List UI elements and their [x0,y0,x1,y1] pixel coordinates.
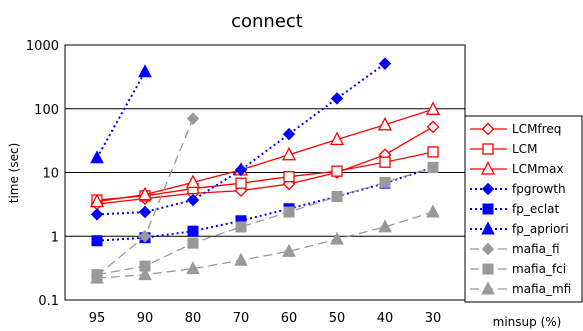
data-point [138,267,152,281]
data-point [331,165,343,177]
data-point [138,230,152,243]
data-point [329,131,345,146]
series-line [96,71,146,159]
data-point [235,221,247,233]
data-point [331,191,343,203]
data-point [426,120,440,134]
series-mafia_mfi [90,204,440,284]
data-point [427,146,439,158]
series-line [96,211,434,279]
x-tick-label: 60 [281,311,298,326]
legend-label: fpgrowth [512,182,566,196]
x-tick-label: 70 [233,311,250,326]
legend-marker [480,161,496,175]
x-tick-label: 30 [425,311,442,326]
legend-label: LCMmax [512,162,564,176]
data-point [282,243,296,257]
y-tick-label: 1000 [26,39,59,54]
legend-marker [481,281,495,295]
data-point [426,204,440,218]
x-tick-label: 80 [185,311,202,326]
data-point [138,64,152,78]
data-point [186,261,200,275]
chart-title: connect [231,11,303,32]
data-point [138,205,152,219]
x-tick-label: 95 [89,311,106,326]
data-point [379,156,391,168]
y-tick-label: 10 [42,167,59,182]
data-point [378,57,392,70]
x-axis-label: minsup (%) [493,315,562,329]
data-point [90,208,104,221]
series-fp_apriori [90,64,152,164]
series-line [96,166,434,276]
x-tick-label: 40 [377,311,394,326]
series-layer [89,57,441,284]
legend-entry: fpgrowth [470,182,566,196]
legend-label: LCMfreq [512,122,561,136]
data-point [234,163,248,177]
legend-marker [481,221,495,235]
data-point [281,146,297,161]
series-fpgrowth [90,57,392,221]
grid [65,44,465,301]
y-tick-label: 100 [34,103,59,118]
y-tick-label: 1 [51,230,59,245]
data-point [235,177,247,189]
legend-label: mafia_fi [512,242,560,256]
data-point [283,206,295,218]
data-point [90,150,104,164]
series-line [96,126,434,205]
series-LCM [91,146,439,206]
legend-marker [482,143,494,155]
data-point [137,186,153,201]
data-point [186,112,200,125]
legend: LCMfreq LCM LCMmax fpgrowth fp_eclat fp_aprio… [464,115,583,303]
legend-entry: LCMmax [470,161,564,176]
legend-entry: fp_eclat [470,202,560,216]
data-point [187,225,199,237]
legend-label: mafia_fci [512,262,566,276]
legend-marker [482,263,494,275]
legend-marker [482,203,494,215]
legend-label: LCM [512,142,537,156]
legend-marker [481,242,495,256]
data-point [379,176,391,188]
data-point [186,193,200,207]
legend-entry: mafia_mfi [470,281,571,296]
x-tick-label: 90 [137,311,154,326]
series-line [96,108,434,203]
legend-entry: LCM [470,142,537,156]
data-point [330,231,344,245]
legend-entry: mafia_fi [470,242,560,256]
data-point [427,161,439,173]
data-point [185,174,201,189]
x-tick-label: 50 [329,311,346,326]
data-point [330,92,344,105]
legend-entry: mafia_fci [470,262,566,276]
data-point [283,171,295,183]
legend-marker [481,182,495,196]
data-point [91,235,103,247]
y-tick-label: 0.1 [38,294,59,309]
legend-entry: LCMfreq [470,122,561,136]
data-point [89,193,105,208]
legend-label: mafia_mfi [512,282,571,296]
y-axis-label: time (sec) [7,143,21,204]
x-tick-labels: 95 90 80 70 60 50 40 30 [89,311,442,326]
legend-entry: fp_apriori [470,221,569,236]
data-point [377,116,393,131]
data-point [187,237,199,249]
data-point [378,219,392,233]
data-point [425,101,441,115]
series-line [96,151,434,201]
data-point [90,270,104,284]
legend-label: fp_apriori [512,222,569,236]
data-point [234,252,248,266]
legend-label: fp_eclat [512,202,560,216]
y-tick-labels: 0.1 1 10 100 1000 [26,39,59,309]
legend-marker [481,122,495,136]
data-point [282,127,296,141]
